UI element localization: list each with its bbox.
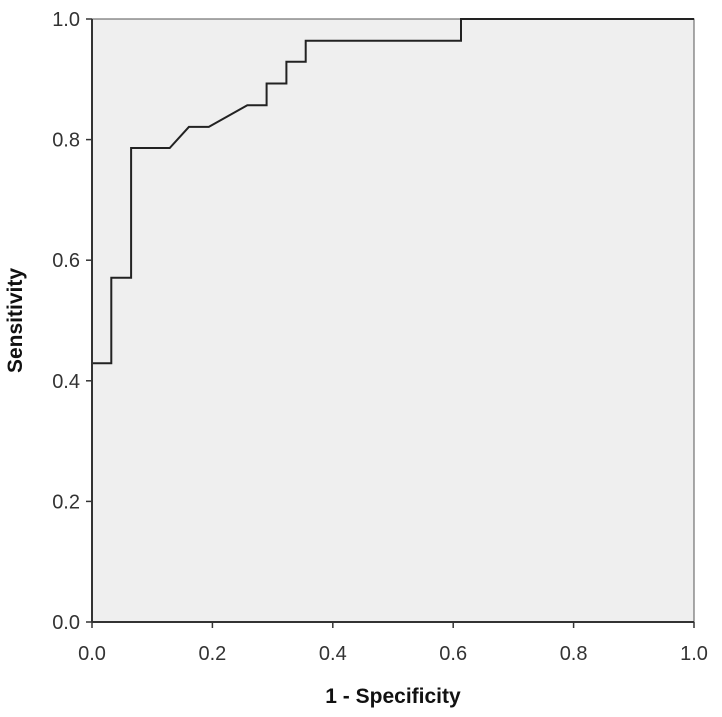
y-axis-ticks: 0.0 0.2 0.4 0.6 0.8 1.0 (52, 9, 92, 634)
x-tick-label: 0.0 (78, 643, 106, 665)
y-axis-title: Sensitivity (4, 268, 27, 373)
x-axis-ticks: 0.0 0.2 0.4 0.6 0.8 1.0 (78, 622, 708, 665)
y-tick-label: 0.4 (52, 371, 80, 393)
y-tick-label: 1.0 (52, 9, 80, 31)
roc-curve-line (91, 18, 694, 622)
x-axis-title: 1 - Specificity (325, 685, 461, 708)
x-tick-label: 0.8 (560, 643, 588, 665)
x-tick-label: 0.6 (439, 643, 467, 665)
y-tick-label: 0.0 (52, 612, 80, 634)
y-tick-label: 0.8 (52, 130, 80, 152)
y-tick-label: 0.2 (52, 491, 80, 513)
y-tick-label: 0.6 (52, 250, 80, 272)
plot-background (91, 18, 695, 623)
x-tick-label: 1.0 (680, 643, 708, 665)
x-tick-label: 0.4 (319, 643, 347, 665)
x-tick-label: 0.2 (198, 643, 226, 665)
